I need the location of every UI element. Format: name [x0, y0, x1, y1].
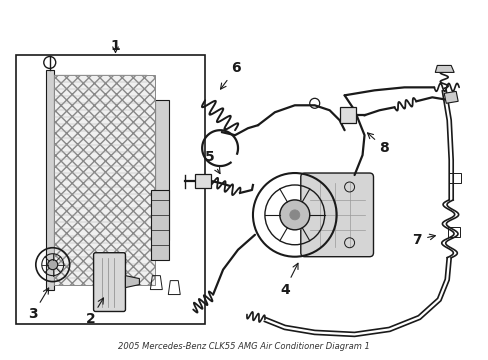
Circle shape: [48, 260, 58, 270]
Circle shape: [279, 200, 309, 230]
Bar: [448, 173, 460, 183]
Text: 7: 7: [412, 233, 434, 247]
Bar: [16, 55, 205, 324]
Circle shape: [289, 210, 299, 220]
Bar: [195, 174, 211, 188]
Bar: [155, 100, 169, 240]
FancyBboxPatch shape: [93, 253, 125, 311]
Bar: [151, 190, 169, 260]
Text: 2: 2: [85, 298, 103, 327]
Text: 6: 6: [220, 62, 241, 89]
Bar: [54, 75, 155, 285]
Bar: [339, 107, 355, 123]
Text: 1: 1: [110, 39, 120, 53]
Bar: [447, 227, 459, 237]
Bar: [46, 71, 54, 289]
Text: 5: 5: [205, 150, 220, 174]
FancyBboxPatch shape: [300, 173, 373, 257]
Text: 8: 8: [367, 133, 388, 155]
Polygon shape: [443, 91, 457, 103]
Polygon shape: [125, 276, 139, 288]
Polygon shape: [434, 66, 453, 72]
Text: 4: 4: [280, 263, 297, 297]
Text: 2005 Mercedes-Benz CLK55 AMG Air Conditioner Diagram 1: 2005 Mercedes-Benz CLK55 AMG Air Conditi…: [118, 342, 369, 351]
Text: 3: 3: [28, 288, 49, 321]
